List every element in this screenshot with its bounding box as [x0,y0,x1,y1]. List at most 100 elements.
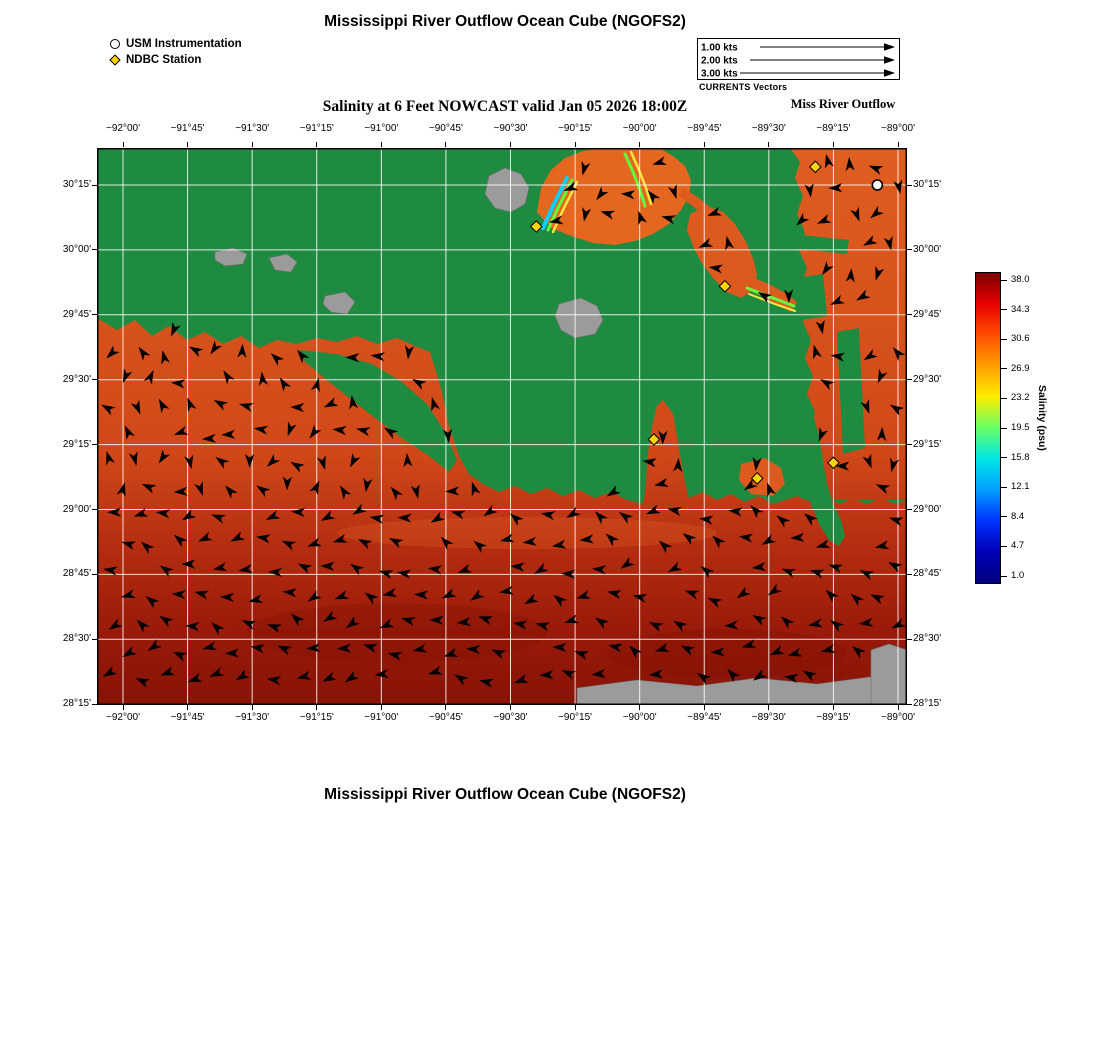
ndbc-legend-label: NDBC Station [126,54,202,66]
y-tick-label: 30°15' [913,179,942,190]
y-tick-label: 29°30' [62,373,91,385]
ndbc-station-marker [827,456,840,470]
colorbar-tick [1001,545,1007,547]
x-axis-tick [897,142,899,147]
x-tick-label: −92°00' [106,712,140,723]
x-axis-tick [510,705,511,710]
x-axis-tick [445,705,447,710]
y-tick-label: 29°15' [62,438,91,450]
x-axis-tick [639,142,641,147]
x-tick-label: −89°00' [881,712,915,723]
y-tick-label: 29°45' [913,308,942,320]
y-axis-tick [907,314,912,316]
x-tick-label: −89°45' [687,123,722,134]
colorbar-tick [1001,457,1007,459]
y-axis-tick [907,184,912,186]
x-tick-label: −91°30' [235,712,270,723]
colorbar-tick-label: 19.5 [1011,422,1030,433]
x-axis-tick [316,705,318,710]
y-tick-label: 28°30' [913,633,942,645]
ndbc-diamond-icon [109,54,121,66]
y-tick-label: 29°30' [913,373,942,385]
y-tick-label: 30°00' [913,243,942,255]
plot-subtitle: Salinity at 6 Feet NOWCAST valid Jan 05 … [322,98,688,115]
usm-circle-icon [110,39,120,49]
currents-vectors-caption: CURRENTS Vectors [699,82,788,92]
x-axis-tick [703,142,705,147]
colorbar-tick [1001,486,1007,488]
x-tick-label: −91°00' [364,123,399,134]
y-tick-label: 29°45' [62,308,91,320]
x-tick-label: −91°45' [170,712,205,723]
x-tick-label: −91°00' [364,712,399,723]
colorbar-tick [1001,397,1007,399]
current-vector-arrows [101,153,907,688]
colorbar-tick-label: 23.2 [1011,392,1030,404]
colorbar-tick [1001,575,1007,577]
marsh-and-delta-land [300,234,865,546]
marker-legend: USM Instrumentation NDBC Station [109,36,242,68]
y-tick-label: 28°45' [62,568,91,580]
colorbar-tick [1001,516,1007,518]
y-tick-label: 29°15' [913,438,942,450]
x-axis-tick [445,142,447,147]
x-axis-tick [510,142,511,147]
colorbar-tick [1001,309,1007,311]
colorbar-tick [1001,427,1007,429]
x-tick-label: −89°30' [751,712,786,723]
colorbar-tick-label: 15.8 [1011,451,1030,463]
x-axis-tick [574,142,576,147]
map-canvas [97,148,908,706]
vector-arrowhead-icon [884,56,895,64]
colorbar-tick [1001,279,1007,281]
x-tick-label: −90°00' [622,712,657,723]
x-axis-tick [897,705,899,710]
x-axis-tick [639,705,641,710]
colorbar-tick-label: 8.4 [1011,510,1025,522]
miss-river-outflow-label: Miss River Outflow [790,97,896,111]
footer-title: Mississippi River Outflow Ocean Cube (NG… [324,786,686,803]
ndbc-legend-row: NDBC Station [109,52,242,68]
x-tick-label: −89°30' [751,123,786,134]
y-axis-tick [907,509,912,510]
colorbar-tick-label: 30.6 [1011,333,1030,345]
x-tick-label: −90°00' [622,123,657,134]
colorbar-tick-label: 38.0 [1011,274,1030,285]
vector-legend-rows: 1.00 kts 2.00 kts 3.00 kts [701,43,895,80]
x-tick-label: −89°45' [687,712,722,723]
x-tick-label: −90°45' [428,123,463,134]
x-axis-tick [251,142,253,147]
usm-legend-row: USM Instrumentation [110,36,242,52]
x-tick-label: −91°15' [299,712,334,723]
x-tick-label: −90°45' [428,712,463,723]
ndbc-station-marker [808,160,822,174]
colorbar-tick-label: 4.7 [1011,540,1025,552]
y-axis-tick [907,444,912,446]
x-axis-tick [122,705,124,710]
y-tick-label: 29°00' [913,503,942,515]
x-tick-label: −91°15' [299,123,334,134]
colorbar-tick [1001,338,1007,340]
y-tick-label: 29°00' [62,503,91,515]
y-axis-tick [907,379,912,381]
x-tick-label: −92°00' [106,123,140,134]
x-tick-label: −90°30' [493,712,528,723]
ndbc-station-marker [529,220,543,233]
x-axis-tick [316,142,318,147]
vector-speed-label: 2.00 kts [701,56,738,67]
colorbar-tick-label: 34.3 [1011,303,1030,315]
colorbar [975,272,1001,584]
current-vector-legend-box: 1.00 kts 2.00 kts 3.00 kts [697,38,900,80]
x-tick-label: −89°00' [881,123,915,134]
y-tick-label: 28°45' [913,568,942,580]
y-tick-label: 28°15' [62,698,91,710]
vector-speed-label: 3.00 kts [701,69,738,80]
vector-speed-label: 1.00 kts [701,43,738,54]
colorbar-tick-label: 12.1 [1011,481,1030,493]
map-frame [97,148,907,705]
x-axis-tick [832,705,834,710]
x-axis-tick [832,142,834,147]
vector-arrowhead-icon [884,43,895,51]
vector-arrowhead-icon [884,69,895,77]
y-tick-label: 28°15' [913,698,942,710]
